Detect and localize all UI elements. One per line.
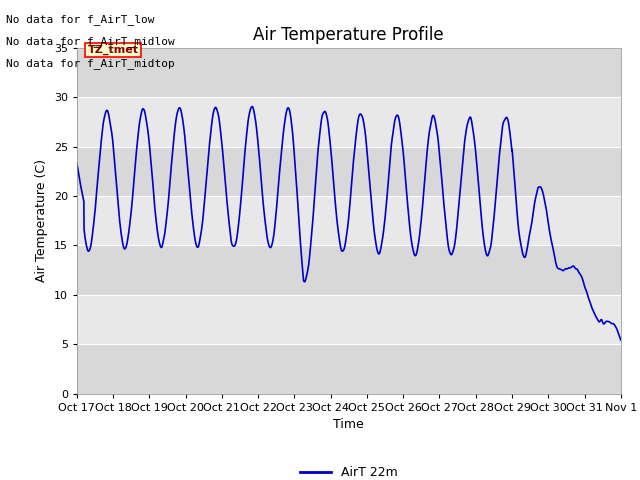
Legend: AirT 22m: AirT 22m [295,461,403,480]
Text: No data for f_AirT_low: No data for f_AirT_low [6,14,155,25]
Text: TZ_tmet: TZ_tmet [88,45,139,55]
Bar [77,48,621,97]
Bar [77,245,621,295]
Bar [77,344,621,394]
Text: No data for f_AirT_midlow: No data for f_AirT_midlow [6,36,175,47]
X-axis label: Time: Time [333,418,364,431]
Title: Air Temperature Profile: Air Temperature Profile [253,25,444,44]
Y-axis label: Air Temperature (C): Air Temperature (C) [35,159,48,282]
Text: No data for f_AirT_midtop: No data for f_AirT_midtop [6,58,175,69]
Bar [77,147,621,196]
